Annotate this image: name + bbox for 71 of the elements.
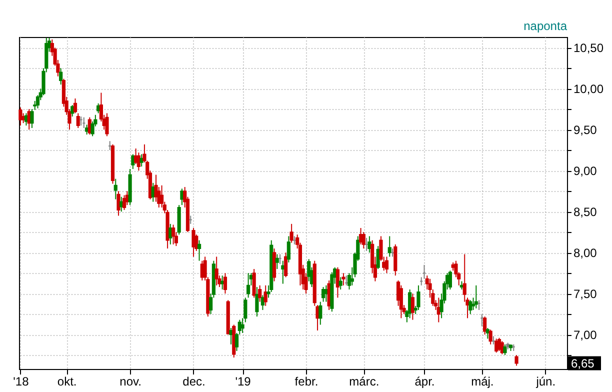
candlestick bbox=[59, 68, 63, 86]
candlestick bbox=[197, 240, 202, 262]
x-tick-label: '18 bbox=[13, 374, 30, 388]
x-tick-label: '19 bbox=[235, 374, 252, 388]
candlestick bbox=[284, 252, 288, 278]
candlestick bbox=[252, 268, 256, 298]
candlestick bbox=[497, 337, 502, 352]
candlestick bbox=[399, 284, 403, 319]
candlestick bbox=[486, 328, 490, 340]
candlestick bbox=[368, 236, 372, 254]
candlestick bbox=[172, 224, 176, 245]
y-tick-label: 9,00 bbox=[574, 164, 598, 178]
candlestick bbox=[394, 244, 398, 276]
candlestick bbox=[122, 194, 126, 210]
candlestick bbox=[462, 254, 466, 302]
candlestick bbox=[416, 284, 420, 310]
y-tick-label: 8,00 bbox=[574, 246, 598, 260]
y-tick-label: 9,50 bbox=[574, 123, 598, 138]
x-tick-label: márc. bbox=[349, 374, 380, 388]
candlestick bbox=[192, 228, 196, 258]
x-tick-label: okt. bbox=[57, 374, 77, 388]
candlestick bbox=[362, 232, 366, 249]
candlestick bbox=[514, 354, 518, 366]
x-tick-label: febr. bbox=[294, 374, 318, 388]
candlestick bbox=[105, 112, 109, 137]
x-tick-label: máj. bbox=[471, 374, 494, 388]
candlestick bbox=[136, 152, 140, 172]
candlestick bbox=[264, 284, 268, 306]
candlestick bbox=[223, 272, 228, 294]
x-tick-label: ápr. bbox=[414, 374, 435, 388]
candlestick bbox=[483, 316, 487, 336]
candlestick bbox=[24, 112, 28, 126]
candlestick bbox=[286, 236, 290, 263]
y-tick-label: 7,00 bbox=[574, 328, 598, 342]
y-tick-label: 10,00 bbox=[574, 82, 604, 96]
candlestick bbox=[336, 266, 340, 298]
candlestick bbox=[503, 344, 507, 356]
x-tick-label: dec. bbox=[182, 374, 206, 388]
y-tick-label: 10,50 bbox=[574, 41, 604, 56]
candlestick bbox=[84, 124, 89, 136]
candlestick bbox=[318, 301, 322, 326]
candlestick bbox=[214, 256, 218, 286]
candlestick bbox=[384, 256, 389, 274]
candlestick bbox=[448, 270, 452, 290]
y-tick-label: 7,50 bbox=[574, 287, 598, 302]
candlestick bbox=[290, 223, 294, 244]
candlestick bbox=[342, 272, 346, 286]
candlestick bbox=[410, 293, 414, 320]
candlestick bbox=[73, 98, 78, 114]
candlestick bbox=[260, 294, 265, 310]
annotation: 6,65 bbox=[571, 356, 595, 370]
x-tick-label: nov. bbox=[120, 374, 142, 388]
candlestick bbox=[388, 236, 392, 258]
candlestick bbox=[22, 112, 26, 124]
candlestick bbox=[275, 254, 279, 270]
candlestick bbox=[338, 276, 342, 290]
candlestick bbox=[18, 107, 22, 126]
candlestick bbox=[281, 260, 285, 284]
candlestick bbox=[488, 329, 492, 345]
y-tick-label: 8,50 bbox=[574, 205, 598, 220]
candlestick bbox=[468, 300, 472, 315]
candlestick bbox=[114, 178, 118, 200]
candlestick bbox=[255, 286, 259, 318]
candlestick bbox=[321, 286, 326, 302]
candlestick bbox=[76, 112, 80, 128]
text: naponta bbox=[524, 19, 568, 33]
candlestick bbox=[116, 190, 120, 216]
candlestick bbox=[246, 272, 250, 298]
candlestick bbox=[258, 284, 262, 302]
x-tick-label: jún. bbox=[535, 374, 556, 388]
candlestick bbox=[30, 108, 34, 128]
